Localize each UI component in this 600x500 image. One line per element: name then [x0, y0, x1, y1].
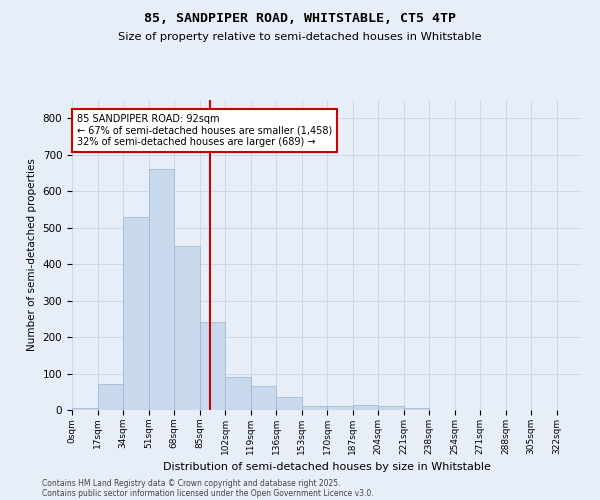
Bar — [404, 408, 429, 410]
Bar — [378, 406, 404, 410]
Bar — [174, 246, 199, 410]
Text: 85, SANDPIPER ROAD, WHITSTABLE, CT5 4TP: 85, SANDPIPER ROAD, WHITSTABLE, CT5 4TP — [144, 12, 456, 26]
Bar — [251, 386, 276, 410]
Bar — [149, 170, 174, 410]
X-axis label: Distribution of semi-detached houses by size in Whitstable: Distribution of semi-detached houses by … — [163, 462, 491, 472]
Bar — [276, 397, 302, 410]
Bar — [72, 408, 97, 410]
Text: Contains public sector information licensed under the Open Government Licence v3: Contains public sector information licen… — [42, 488, 374, 498]
Text: Size of property relative to semi-detached houses in Whitstable: Size of property relative to semi-detach… — [118, 32, 482, 42]
Text: 85 SANDPIPER ROAD: 92sqm
← 67% of semi-detached houses are smaller (1,458)
32% o: 85 SANDPIPER ROAD: 92sqm ← 67% of semi-d… — [77, 114, 332, 147]
Text: Contains HM Land Registry data © Crown copyright and database right 2025.: Contains HM Land Registry data © Crown c… — [42, 478, 341, 488]
Bar — [199, 322, 225, 410]
Bar — [327, 406, 353, 410]
Bar — [123, 216, 149, 410]
Bar — [353, 404, 378, 410]
Bar — [302, 406, 327, 410]
Bar — [225, 377, 251, 410]
Y-axis label: Number of semi-detached properties: Number of semi-detached properties — [27, 158, 37, 352]
Bar — [97, 384, 123, 410]
